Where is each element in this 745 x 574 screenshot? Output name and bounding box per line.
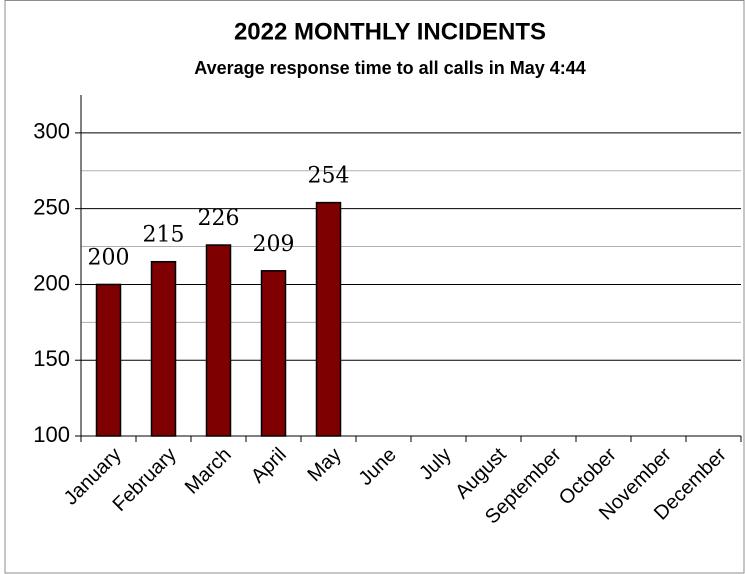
y-tick-label: 200: [33, 270, 70, 295]
y-tick-label: 300: [33, 119, 70, 144]
bar: [95, 283, 122, 437]
data-label: 209: [253, 232, 295, 257]
y-tick-label: 150: [33, 346, 70, 371]
data-label: 215: [143, 223, 185, 248]
data-label: 254: [308, 164, 350, 189]
y-tick-label: 100: [33, 422, 70, 447]
chart-title: 2022 MONTHLY INCIDENTS: [234, 18, 546, 45]
data-label: 200: [88, 245, 130, 270]
bar: [150, 260, 177, 437]
bar: [205, 244, 232, 437]
data-label: 226: [198, 206, 240, 231]
chart-border: [4, 0, 745, 574]
chart-subtitle: Average response time to all calls in Ma…: [194, 58, 586, 78]
y-tick-label: 250: [33, 194, 70, 219]
bar: [315, 201, 342, 437]
bar: [260, 270, 287, 437]
